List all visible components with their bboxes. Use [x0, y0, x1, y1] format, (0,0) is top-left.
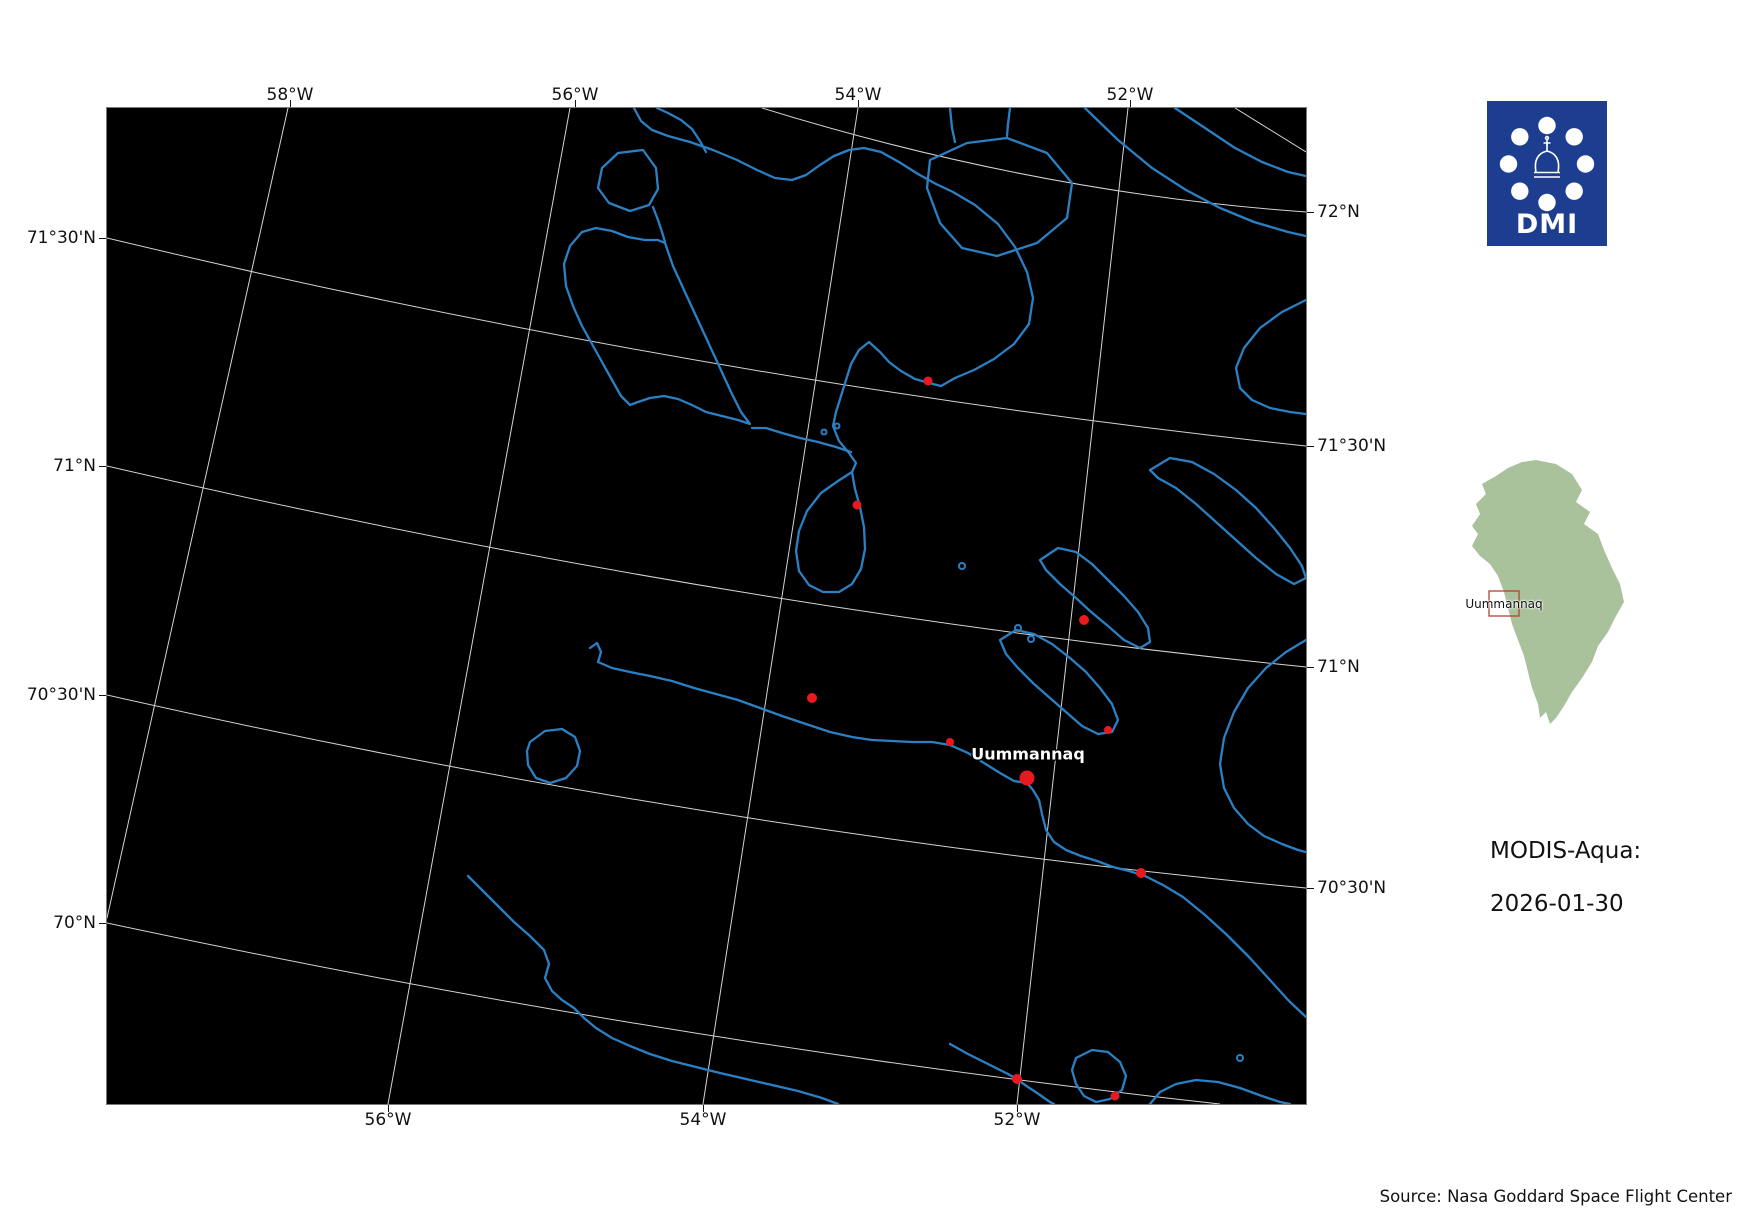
axis-tick [99, 694, 106, 696]
axis-label: 71°N [1317, 657, 1360, 677]
dmi-logo-emblem [1499, 116, 1595, 212]
axis-tick [99, 465, 106, 467]
settlement-dot-uummannaq [1019, 770, 1035, 786]
greenland-landmass [1472, 460, 1624, 724]
greenland-silhouette [1472, 460, 1624, 724]
axis-tick [857, 100, 859, 107]
map-canvas: Uummannaq [106, 107, 1307, 1105]
axis-label: 54°W [679, 1110, 727, 1130]
dmi-logo: DMI [1487, 101, 1607, 246]
axis-tick [1307, 445, 1314, 447]
settlement-dot [1079, 615, 1089, 625]
settlement-dot [807, 693, 817, 703]
axis-label: 71°N [53, 456, 96, 476]
axis-label: 52°W [1106, 85, 1154, 105]
axis-label: 58°W [266, 85, 314, 105]
settlement-dot [923, 376, 933, 386]
axis-tick [1129, 100, 1131, 107]
axis-label: 70°30'N [1317, 878, 1387, 898]
crown-icon [1534, 135, 1560, 178]
product-name: MODIS-Aqua: [1490, 838, 1642, 864]
axis-tick [702, 1105, 704, 1112]
settlement-dot [852, 500, 862, 510]
axis-tick [387, 1105, 389, 1112]
axis-label: 70°30'N [26, 685, 96, 705]
axis-label: 52°W [993, 1110, 1041, 1130]
axis-tick [99, 237, 106, 239]
axis-tick [574, 100, 576, 107]
axis-tick [1307, 666, 1314, 668]
coastline-layer [466, 108, 1306, 1104]
inset-region-rectangle [1488, 590, 1520, 617]
settlement-dot [946, 738, 954, 746]
axis-tick [99, 922, 106, 924]
axis-label: 56°W [551, 85, 599, 105]
axis-label: 72°N [1317, 202, 1360, 222]
axis-tick [289, 100, 291, 107]
graticule-layer [107, 108, 1306, 1104]
axis-label: 56°W [364, 1110, 412, 1130]
source-credit: Source: Nasa Goddard Space Flight Center [1379, 1187, 1732, 1206]
inset-place-label: Uummannaq [1465, 597, 1543, 611]
logo-dots-ring [1499, 116, 1595, 212]
axis-label: 71°30'N [26, 228, 96, 248]
settlement-dot [1110, 1091, 1120, 1101]
axis-tick [1307, 887, 1314, 889]
settlement-dot [1136, 868, 1146, 878]
axis-label: 71°30'N [1317, 436, 1387, 456]
greenland-inset-map [1452, 450, 1632, 740]
dmi-logo-text: DMI [1515, 209, 1579, 240]
place-label: Uummannaq [971, 744, 1085, 764]
axis-label: 54°W [834, 85, 882, 105]
settlement-dot [1104, 726, 1112, 734]
axis-tick [1307, 211, 1314, 213]
settlement-dots-layer [807, 376, 1146, 1101]
product-date: 2026-01-30 [1490, 891, 1624, 917]
map-image [107, 108, 1306, 1104]
settlement-dot [1012, 1074, 1022, 1084]
axis-label: 70°N [53, 913, 96, 933]
axis-tick [1016, 1105, 1018, 1112]
